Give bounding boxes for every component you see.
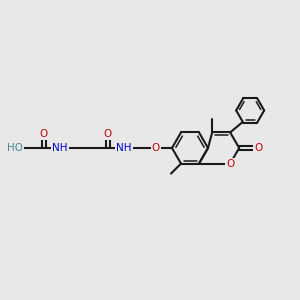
Text: NH: NH: [116, 143, 132, 153]
Text: O: O: [152, 143, 160, 153]
Text: O: O: [226, 159, 234, 169]
Text: O: O: [104, 129, 112, 139]
Text: O: O: [254, 143, 262, 153]
Text: HO: HO: [7, 143, 23, 153]
Text: O: O: [40, 129, 48, 139]
Text: NH: NH: [52, 143, 68, 153]
